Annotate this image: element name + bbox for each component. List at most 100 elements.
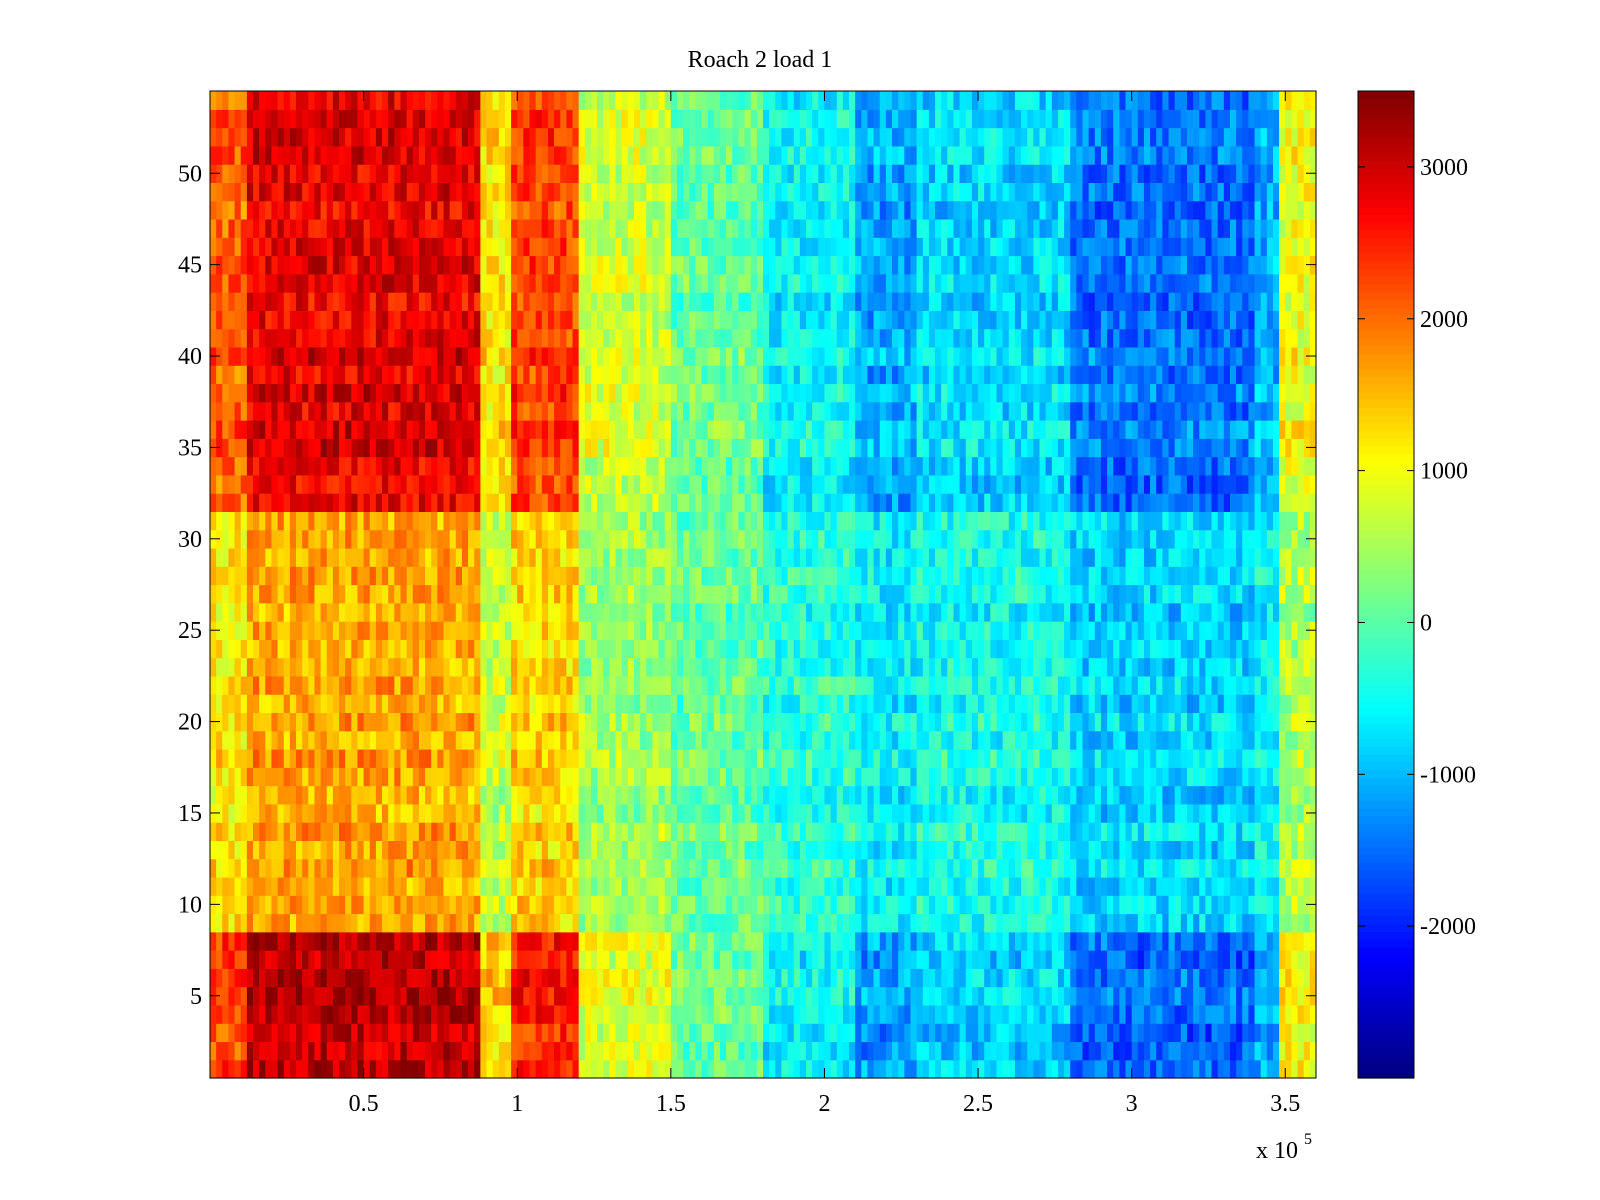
heatmap-cell [1057, 950, 1065, 969]
heatmap-cell [449, 767, 457, 787]
heatmap-cell [296, 712, 303, 732]
heatmap-cell [756, 730, 764, 750]
heatmap-cell [308, 694, 316, 714]
heatmap-cell [898, 694, 905, 714]
heatmap-cell [1279, 639, 1286, 659]
heatmap-cell [941, 1041, 948, 1061]
heatmap-cell [425, 968, 432, 988]
heatmap-cell [1229, 584, 1237, 604]
heatmap-cell [664, 1041, 672, 1061]
heatmap-cell [1242, 1004, 1250, 1024]
heatmap-cell [910, 822, 918, 841]
heatmap-cell [1193, 858, 1200, 878]
heatmap-cell [996, 1004, 1004, 1024]
heatmap-cell [308, 785, 316, 805]
heatmap-cell [1045, 950, 1053, 969]
heatmap-cell [1094, 767, 1102, 787]
heatmap-cell [1156, 1059, 1163, 1079]
heatmap-cell [541, 950, 549, 969]
heatmap-cell [302, 913, 309, 933]
heatmap-cell [1205, 749, 1213, 768]
heatmap-cell [1131, 694, 1139, 714]
heatmap-cell [1199, 913, 1206, 933]
heatmap-cell [394, 968, 402, 988]
heatmap-cell [910, 840, 918, 860]
heatmap-cell [1082, 749, 1090, 768]
heatmap-cell [412, 803, 420, 823]
heatmap-cell [1279, 858, 1286, 878]
heatmap-cell [1150, 785, 1157, 805]
heatmap-cell [375, 602, 383, 622]
heatmap-cell [867, 876, 875, 896]
heatmap-cell [246, 986, 254, 1006]
heatmap-cell [339, 822, 346, 841]
heatmap-cell [296, 694, 303, 714]
heatmap-cell [861, 657, 869, 677]
heatmap-cell [1064, 675, 1071, 695]
heatmap-cell [259, 730, 266, 750]
heatmap-cell [265, 602, 273, 622]
heatmap-cell [1205, 1041, 1213, 1061]
heatmap-cell [726, 858, 733, 878]
heatmap-cell [855, 657, 862, 677]
heatmap-cell [1082, 1059, 1090, 1079]
heatmap-cell [615, 785, 623, 805]
heatmap-cell [695, 1004, 703, 1024]
heatmap-cell [621, 1041, 629, 1061]
heatmap-cell [375, 876, 383, 896]
heatmap-cell [486, 803, 494, 823]
heatmap-cell [627, 730, 635, 750]
heatmap-cell [769, 1059, 776, 1079]
heatmap-cell [443, 1059, 451, 1079]
heatmap-cell [517, 657, 524, 677]
heatmap-cell [941, 621, 948, 640]
heatmap-cell [670, 675, 678, 695]
heatmap-cell [615, 712, 623, 732]
heatmap-cell [253, 968, 260, 988]
heatmap-cell [1014, 730, 1022, 750]
heatmap-cell [418, 1059, 426, 1079]
heatmap-cell [578, 950, 586, 969]
heatmap-cell [1125, 876, 1133, 896]
heatmap-cell [529, 566, 537, 586]
heatmap-cell [578, 675, 586, 695]
heatmap-cell [609, 822, 617, 841]
heatmap-cell [1242, 931, 1250, 951]
heatmap-cell [1156, 876, 1163, 896]
heatmap-cell [1150, 675, 1157, 695]
heatmap-cell [1272, 1023, 1280, 1043]
heatmap-cell [812, 621, 819, 640]
heatmap-cell [541, 1041, 549, 1061]
heatmap-cell [1021, 1004, 1028, 1024]
heatmap-cell [1137, 1023, 1145, 1043]
heatmap-cell [345, 584, 352, 604]
heatmap-cell [1033, 749, 1041, 768]
heatmap-cell [1107, 840, 1114, 860]
heatmap-cell [922, 858, 930, 878]
heatmap-cell [910, 694, 918, 714]
heatmap-cell [658, 876, 666, 896]
heatmap-cell [246, 712, 254, 732]
heatmap-cell [836, 876, 844, 896]
heatmap-cell [1113, 876, 1120, 896]
heatmap-cell [406, 895, 414, 915]
heatmap-cell [480, 840, 488, 860]
heatmap-cell [498, 1041, 506, 1061]
heatmap-cell [978, 749, 985, 768]
heatmap-cell [474, 822, 481, 841]
heatmap-cell [1082, 968, 1090, 988]
heatmap-cell [732, 712, 740, 732]
heatmap-cell [763, 913, 770, 933]
heatmap-cell [369, 566, 377, 586]
heatmap-cell [640, 803, 647, 823]
heatmap-cell [1303, 657, 1311, 677]
heatmap-cell [320, 986, 328, 1006]
heatmap-cell [1100, 1041, 1108, 1061]
heatmap-cell [504, 876, 512, 896]
heatmap-cell [566, 1023, 574, 1043]
heatmap-cell [615, 639, 623, 659]
heatmap-cell [1057, 876, 1065, 896]
heatmap-cell [498, 1059, 506, 1079]
heatmap-cell [1045, 876, 1053, 896]
heatmap-cell [412, 1059, 420, 1079]
